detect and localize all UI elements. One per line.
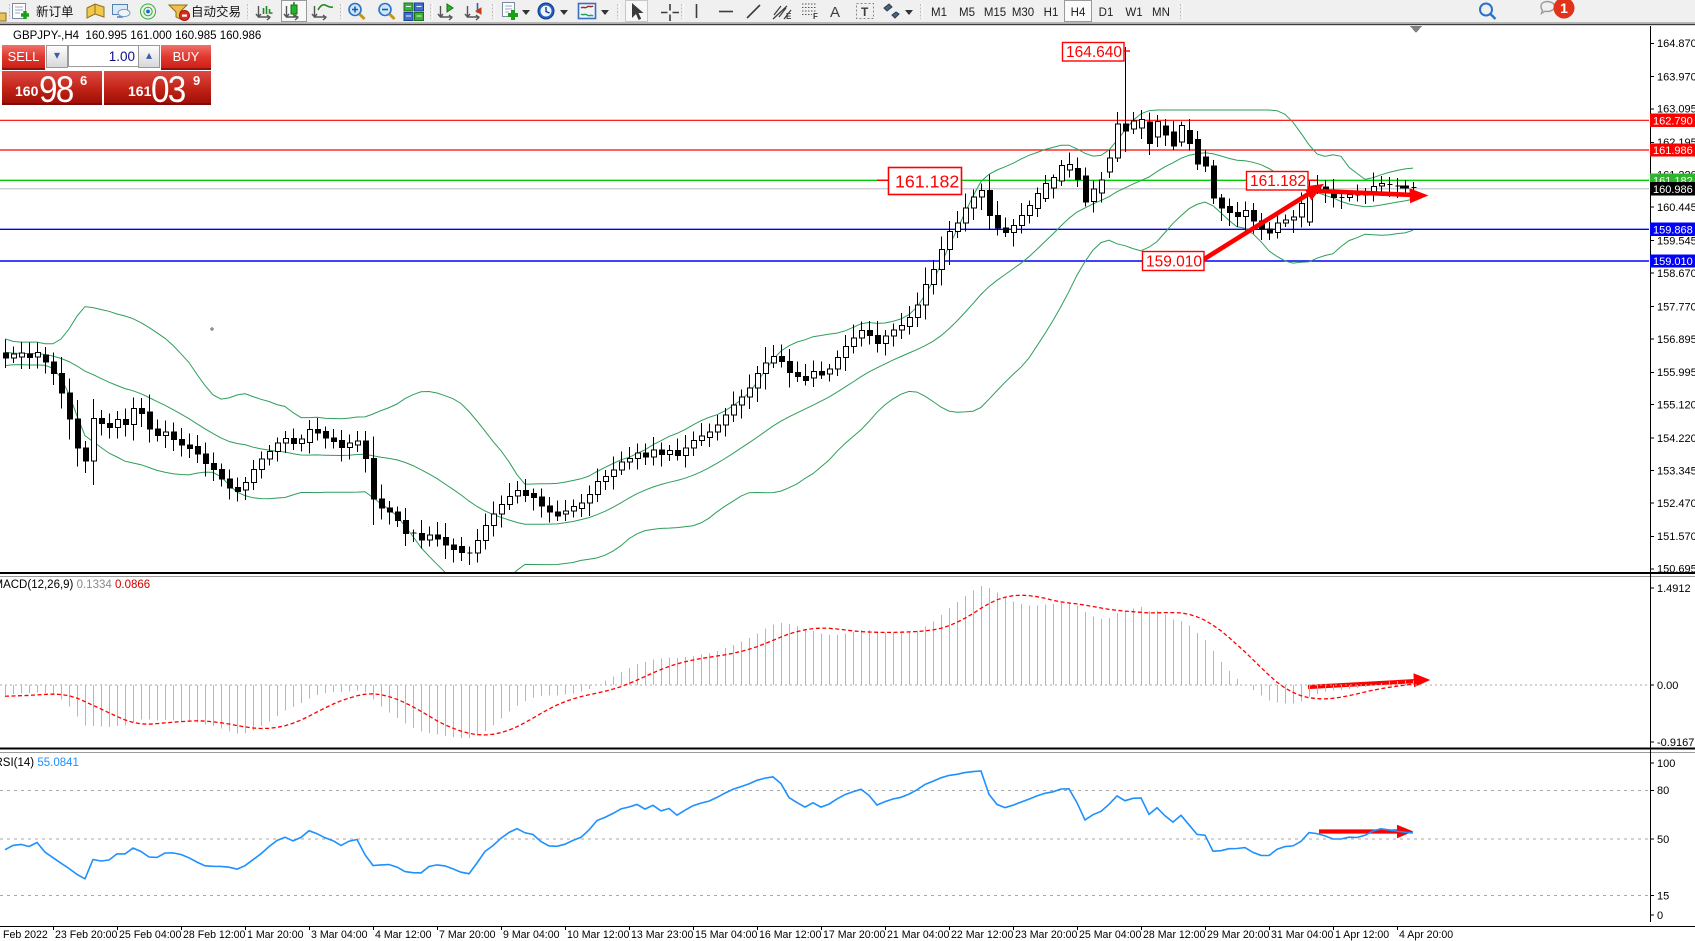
svg-text:28 Mar 12:00: 28 Mar 12:00 bbox=[1143, 929, 1206, 941]
svg-text:25 Mar 04:00: 25 Mar 04:00 bbox=[1079, 929, 1142, 941]
svg-text:4 Mar 12:00: 4 Mar 12:00 bbox=[375, 929, 432, 941]
svg-text:50: 50 bbox=[1657, 834, 1669, 846]
svg-text:162.790: 162.790 bbox=[1653, 115, 1693, 127]
svg-text:159.010: 159.010 bbox=[1146, 254, 1202, 271]
svg-text:28 Feb 12:00: 28 Feb 12:00 bbox=[183, 929, 246, 941]
svg-text:自动交易: 自动交易 bbox=[191, 4, 241, 19]
svg-text:Feb 2022: Feb 2022 bbox=[3, 929, 48, 941]
svg-text:155.995: 155.995 bbox=[1657, 367, 1695, 379]
svg-text:1 Apr 12:00: 1 Apr 12:00 bbox=[1335, 929, 1389, 941]
svg-text:1 Mar 20:00: 1 Mar 20:00 bbox=[247, 929, 304, 941]
svg-text:15 Mar 04:00: 15 Mar 04:00 bbox=[695, 929, 758, 941]
svg-text:100: 100 bbox=[1657, 758, 1675, 770]
svg-text:158.670: 158.670 bbox=[1657, 268, 1695, 280]
svg-text:29 Mar 20:00: 29 Mar 20:00 bbox=[1207, 929, 1270, 941]
svg-text:159.868: 159.868 bbox=[1653, 224, 1693, 236]
svg-text:22 Mar 12:00: 22 Mar 12:00 bbox=[951, 929, 1014, 941]
svg-text:31 Mar 04:00: 31 Mar 04:00 bbox=[1271, 929, 1334, 941]
svg-text:W1: W1 bbox=[1125, 7, 1142, 19]
svg-text:M30: M30 bbox=[1012, 7, 1034, 19]
svg-text:H4: H4 bbox=[1071, 7, 1086, 19]
svg-text:23 Mar 20:00: 23 Mar 20:00 bbox=[1015, 929, 1078, 941]
svg-text:164.640: 164.640 bbox=[1066, 44, 1122, 61]
svg-text:160.445: 160.445 bbox=[1657, 202, 1695, 214]
svg-text:17 Mar 20:00: 17 Mar 20:00 bbox=[823, 929, 886, 941]
svg-text:157.770: 157.770 bbox=[1657, 301, 1695, 313]
svg-text:1: 1 bbox=[1560, 0, 1568, 16]
svg-text:161.182: 161.182 bbox=[895, 172, 959, 192]
svg-text:160.986: 160.986 bbox=[1653, 184, 1693, 196]
svg-text:M1: M1 bbox=[931, 7, 947, 19]
svg-text:152.470: 152.470 bbox=[1657, 498, 1695, 510]
svg-text:0: 0 bbox=[1657, 910, 1663, 922]
svg-text:7 Mar 20:00: 7 Mar 20:00 bbox=[439, 929, 496, 941]
svg-text:163.095: 163.095 bbox=[1657, 104, 1695, 116]
svg-text:0.00: 0.00 bbox=[1657, 680, 1678, 692]
svg-text:163.970: 163.970 bbox=[1657, 71, 1695, 83]
svg-text:151.570: 151.570 bbox=[1657, 531, 1695, 543]
svg-text:164.870: 164.870 bbox=[1657, 38, 1695, 50]
svg-text:M15: M15 bbox=[984, 7, 1006, 19]
svg-text:80: 80 bbox=[1657, 785, 1669, 797]
svg-text:H1: H1 bbox=[1044, 7, 1059, 19]
svg-text:155.120: 155.120 bbox=[1657, 400, 1695, 412]
svg-text:F: F bbox=[813, 12, 818, 21]
svg-text:4 Apr 20:00: 4 Apr 20:00 bbox=[1399, 929, 1453, 941]
svg-text:161.986: 161.986 bbox=[1653, 145, 1693, 157]
svg-text:153.345: 153.345 bbox=[1657, 465, 1695, 477]
svg-text:159.010: 159.010 bbox=[1653, 256, 1693, 268]
svg-text:新订单: 新订单 bbox=[36, 4, 74, 19]
svg-text:GBPJPY-,H4 160.995 161.000 16: GBPJPY-,H4 160.995 161.000 160.985 160.9… bbox=[13, 30, 261, 42]
svg-text:159.545: 159.545 bbox=[1657, 235, 1695, 247]
svg-text:150.695: 150.695 bbox=[1657, 564, 1695, 576]
svg-text:1.4912: 1.4912 bbox=[1657, 583, 1691, 595]
svg-text:15: 15 bbox=[1657, 891, 1669, 903]
svg-text:3 Mar 04:00: 3 Mar 04:00 bbox=[311, 929, 368, 941]
svg-text:156.895: 156.895 bbox=[1657, 334, 1695, 346]
svg-text:E: E bbox=[786, 12, 792, 21]
svg-text:T: T bbox=[861, 5, 869, 19]
svg-text:10 Mar 12:00: 10 Mar 12:00 bbox=[567, 929, 630, 941]
svg-text:154.220: 154.220 bbox=[1657, 433, 1695, 445]
svg-text:RSI(14) 55.0841: RSI(14) 55.0841 bbox=[0, 757, 79, 769]
svg-text:MACD(12,26,9) 0.1334 0.0866: MACD(12,26,9) 0.1334 0.0866 bbox=[0, 579, 150, 591]
svg-text:16 Mar 12:00: 16 Mar 12:00 bbox=[759, 929, 822, 941]
svg-text:MN: MN bbox=[1152, 7, 1170, 19]
svg-text:13 Mar 23:00: 13 Mar 23:00 bbox=[631, 929, 694, 941]
svg-text:D1: D1 bbox=[1099, 7, 1114, 19]
svg-text:M5: M5 bbox=[959, 7, 975, 19]
svg-text:25 Feb 04:00: 25 Feb 04:00 bbox=[119, 929, 182, 941]
svg-text:A: A bbox=[830, 4, 840, 21]
svg-text:-0.9167: -0.9167 bbox=[1657, 737, 1694, 749]
svg-text:161.182: 161.182 bbox=[1250, 173, 1306, 190]
svg-text:9 Mar 04:00: 9 Mar 04:00 bbox=[503, 929, 560, 941]
svg-text:21 Mar 04:00: 21 Mar 04:00 bbox=[887, 929, 950, 941]
svg-text:23 Feb 20:00: 23 Feb 20:00 bbox=[55, 929, 118, 941]
